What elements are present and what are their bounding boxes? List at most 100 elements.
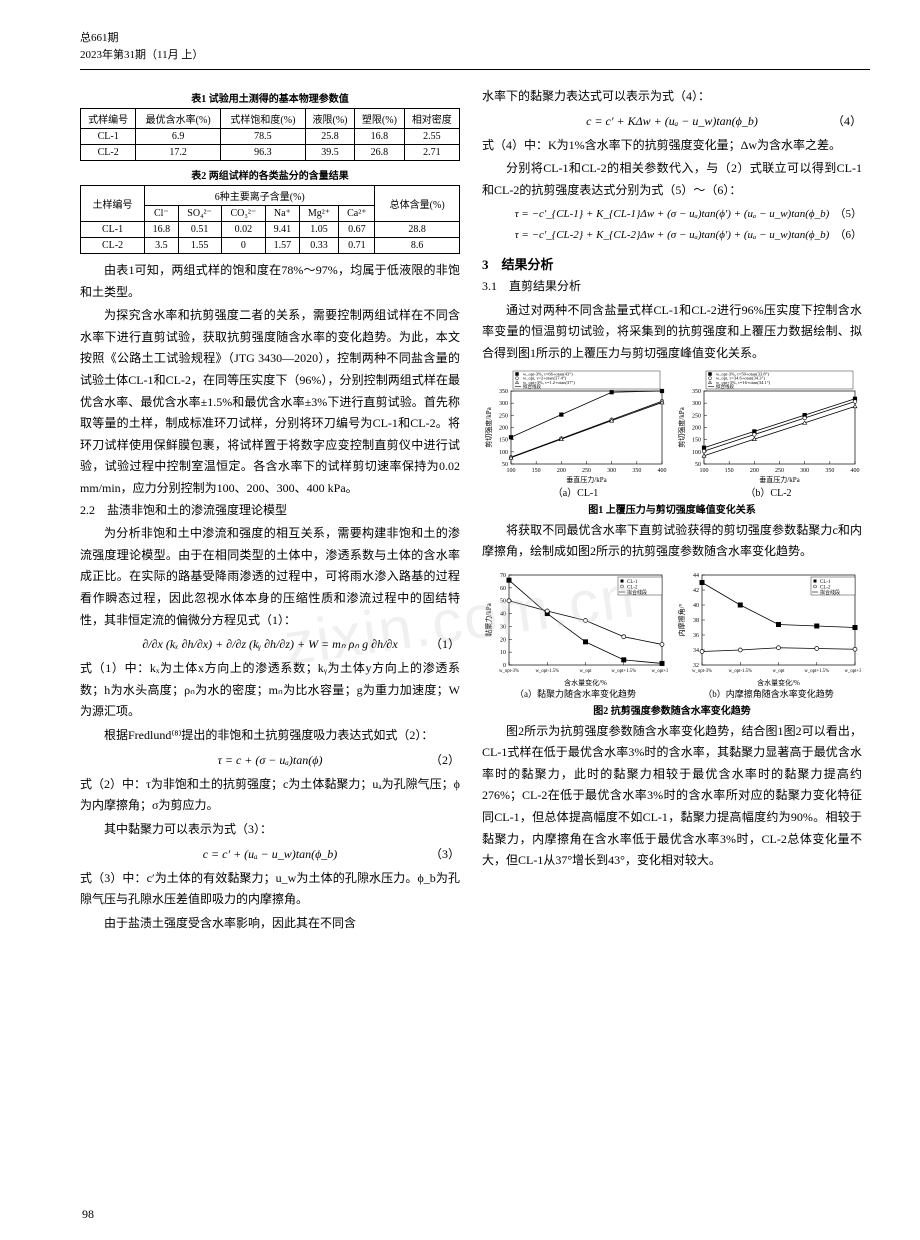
table-row: 式样编号 最优含水率(%) 式样饱和度(%) 液限(%) 塑限(%) 相对密度 [81, 109, 460, 129]
svg-text:350: 350 [692, 389, 701, 395]
svg-text:300: 300 [607, 468, 616, 474]
svg-text:100: 100 [507, 468, 516, 474]
svg-text:40: 40 [693, 603, 699, 609]
svg-text:200: 200 [750, 468, 759, 474]
svg-text:100: 100 [499, 449, 508, 455]
equation-3: c = c′ + (uₐ − u_w)tan(ϕ_b)（3） [80, 845, 460, 864]
subsection-heading: 2.2 盐渍非饱和土的渗流强度理论模型 [80, 500, 460, 522]
svg-text:150: 150 [725, 468, 734, 474]
table-row: 土样编号 6种主要离子含量(%) 总体含量(%) [81, 186, 460, 206]
svg-text:70: 70 [500, 573, 506, 579]
left-column: 表1 试验用土测得的基本物理参数值 式样编号 最优含水率(%) 式样饱和度(%)… [80, 84, 460, 935]
svg-text:300: 300 [499, 401, 508, 407]
paragraph: 水率下的黏聚力表达式可以表示为式（4）： [482, 86, 862, 108]
figure1: 5010015020025030035010015020025030035040… [482, 369, 862, 499]
svg-text:50: 50 [500, 598, 506, 604]
svg-text:w_opt-1.5%: w_opt-1.5% [728, 669, 752, 674]
svg-text:100: 100 [700, 468, 709, 474]
paragraph: 式（2）中：τ为非饱和土的抗剪强度；c为土体黏聚力；uₐ为孔隙气压；ϕ为内摩擦角… [80, 774, 460, 817]
svg-text:20: 20 [500, 637, 506, 643]
svg-text:含水量变化/%: 含水量变化/% [757, 678, 800, 687]
svg-text:30: 30 [500, 624, 506, 630]
svg-text:150: 150 [532, 468, 541, 474]
svg-text:250: 250 [692, 413, 701, 419]
svg-text:250: 250 [499, 413, 508, 419]
table-row: CL-23.51.5501.570.330.718.6 [81, 238, 460, 254]
svg-text:250: 250 [775, 468, 784, 474]
figure2: 010203040506070w_opt-3%w_opt-1.5%w_optw_… [482, 567, 862, 700]
svg-text:40: 40 [500, 611, 506, 617]
table-row: CL-116.80.510.029.411.050.6728.8 [81, 222, 460, 238]
svg-text:w_opt+1.5%: w_opt+1.5% [611, 669, 636, 674]
equation-5: τ = −c′_{CL-1} + K_{CL-1}Δw + (σ − uₐ)ta… [482, 206, 862, 224]
svg-text:黏聚力/kPa: 黏聚力/kPa [484, 602, 493, 636]
svg-text:剪切强度/kPa: 剪切强度/kPa [677, 406, 686, 447]
paragraph: 由表1可知，两组式样的饱和度在78%～97%，均属于低液限的非饱和土类型。 [80, 260, 460, 303]
svg-text:w_opt-3%: w_opt-3% [499, 669, 519, 674]
svg-text:200: 200 [557, 468, 566, 474]
table1: 式样编号 最优含水率(%) 式样饱和度(%) 液限(%) 塑限(%) 相对密度 … [80, 108, 460, 161]
chart-svg: 5010015020025030035010015020025030035040… [483, 369, 668, 484]
svg-text:200: 200 [692, 425, 701, 431]
svg-text:拟合线段: 拟合线段 [716, 383, 734, 390]
svg-text:400: 400 [658, 468, 667, 474]
svg-text:拟合线段: 拟合线段 [523, 383, 541, 390]
subsection-heading: 3.1 直剪结果分析 [482, 276, 862, 298]
equation-1: ∂/∂x (kₓ ∂h/∂x) + ∂/∂z (kᵧ ∂h/∂z) + W = … [80, 635, 460, 654]
svg-text:350: 350 [825, 468, 834, 474]
header-divider [80, 69, 870, 70]
chart-svg: 010203040506070w_opt-3%w_opt-1.5%w_optw_… [483, 567, 668, 687]
svg-text:垂直压力/kPa: 垂直压力/kPa [759, 475, 800, 484]
svg-text:42: 42 [693, 588, 699, 594]
svg-text:60: 60 [500, 586, 506, 592]
figure1-left: 5010015020025030035010015020025030035040… [483, 369, 668, 499]
section-heading: 3 结果分析 [482, 253, 862, 276]
svg-text:38: 38 [693, 618, 699, 624]
paragraph: 将获取不同最优含水率下直剪试验获得的剪切强度参数黏聚力c和内摩擦角，绘制成如图2… [482, 520, 862, 563]
paragraph: 其中黏聚力可以表示为式（3）： [80, 819, 460, 841]
svg-text:w_opt-3%: w_opt-3% [692, 669, 712, 674]
table2: 土样编号 6种主要离子含量(%) 总体含量(%) Cl⁻SO₄²⁻CO₃²⁻Na… [80, 185, 460, 254]
svg-text:250: 250 [582, 468, 591, 474]
svg-text:300: 300 [800, 468, 809, 474]
paragraph: 为分析非饱和土中渗流和强度的相互关系，需要构建非饱和土的渗流强度理论模型。由于在… [80, 523, 460, 631]
chart-svg: 5010015020025030035010015020025030035040… [676, 369, 861, 484]
svg-text:400: 400 [851, 468, 860, 474]
svg-text:CL-2: CL-2 [820, 585, 831, 590]
svg-text:44: 44 [693, 573, 699, 579]
paragraph: 分别将CL-1和CL-2的相关参数代入，与（2）式联立可以得到CL-1和CL-2… [482, 158, 862, 201]
figure2-left: 010203040506070w_opt-3%w_opt-1.5%w_optw_… [483, 567, 668, 700]
table-row: CL-217.296.339.526.82.71 [81, 145, 460, 161]
svg-text:300: 300 [692, 401, 701, 407]
figure2-caption: 图2 抗剪强度参数随含水率变化趋势 [482, 702, 862, 717]
svg-text:CL-1: CL-1 [627, 580, 638, 585]
svg-text:34: 34 [693, 648, 699, 654]
paragraph: 式（4）中：K为1%含水率下的抗剪强度变化量；Δw为含水率之差。 [482, 135, 862, 157]
table-row: CL-16.978.525.816.82.55 [81, 129, 460, 145]
svg-text:10: 10 [500, 650, 506, 656]
svg-text:垂直压力/kPa: 垂直压力/kPa [566, 475, 607, 484]
svg-text:内摩擦角/°: 内摩擦角/° [677, 603, 686, 636]
paragraph: 为探究含水率和抗剪强度二者的关系，需要控制两组试样在不同含水率下进行直剪试验，获… [80, 305, 460, 499]
figure1-caption: 图1 上覆压力与剪切强度峰值变化关系 [482, 501, 862, 516]
figure1-right: 5010015020025030035010015020025030035040… [676, 369, 861, 499]
two-column-layout: 表1 试验用土测得的基本物理参数值 式样编号 最优含水率(%) 式样饱和度(%)… [80, 84, 870, 935]
equation-6: τ = −c′_{CL-2} + K_{CL-2}Δw + (σ − uₐ)ta… [482, 227, 862, 245]
table1-caption: 表1 试验用土测得的基本物理参数值 [80, 90, 460, 105]
right-column: 水率下的黏聚力表达式可以表示为式（4）： c = c′ + KΔw + (uₐ … [482, 84, 862, 935]
svg-text:36: 36 [693, 633, 699, 639]
issue-number: 总661期 [80, 30, 870, 47]
svg-text:w_opt+3%: w_opt+3% [844, 669, 861, 674]
table2-caption: 表2 两组试样的各类盐分的含量结果 [80, 167, 460, 182]
svg-text:150: 150 [692, 437, 701, 443]
svg-text:w_opt+1.5%: w_opt+1.5% [804, 669, 829, 674]
svg-text:350: 350 [499, 389, 508, 395]
svg-text:含水量变化/%: 含水量变化/% [564, 678, 607, 687]
svg-text:350: 350 [632, 468, 641, 474]
svg-text:拟合线段: 拟合线段 [820, 589, 840, 596]
svg-text:w_opt-1.5%: w_opt-1.5% [535, 669, 559, 674]
svg-text:CL-1: CL-1 [820, 580, 831, 585]
paragraph: 根据Fredlund⁽⁸⁾提出的非饱和土抗剪强度吸力表达式如式（2）： [80, 725, 460, 747]
issue-date: 2023年第31期（11月 上） [80, 47, 870, 64]
paragraph: 由于盐渍土强度受含水率影响，因此其在不同含 [80, 913, 460, 935]
